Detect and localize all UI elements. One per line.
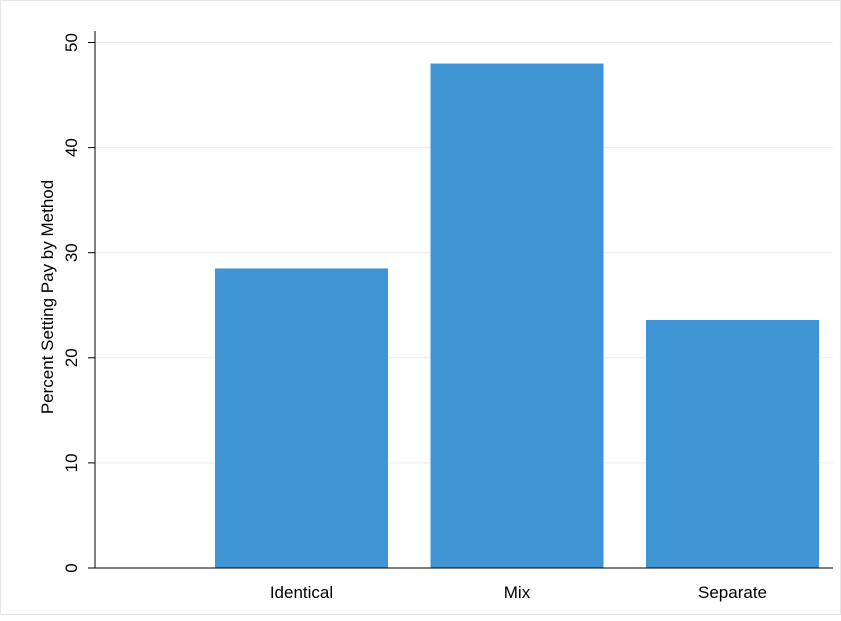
y-tick-label: 30 <box>62 243 81 262</box>
y-ticks: 0 10 20 30 40 50 <box>62 33 95 573</box>
x-tick-label-mix: Mix <box>504 583 531 602</box>
y-tick-label: 20 <box>62 348 81 367</box>
y-tick-label: 0 <box>62 563 81 572</box>
bars <box>215 63 819 569</box>
x-tick-label-separate: Separate <box>698 583 767 602</box>
axes <box>94 31 833 569</box>
x-tick-labels: Identical Mix Separate <box>270 583 767 602</box>
bar-identical <box>215 268 388 568</box>
y-tick-label: 40 <box>62 138 81 157</box>
y-axis-label: Percent Setting Pay by Method <box>38 180 57 414</box>
y-tick-label: 10 <box>62 453 81 472</box>
bar-separate <box>646 319 819 568</box>
y-tick-label: 50 <box>62 33 81 52</box>
x-tick-label-identical: Identical <box>270 583 333 602</box>
bar-mix <box>430 63 604 569</box>
